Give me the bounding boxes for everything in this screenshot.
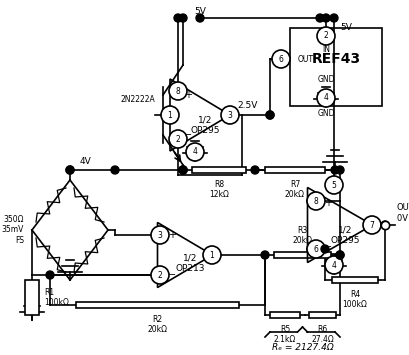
Bar xyxy=(273,252,330,258)
Text: 4V: 4V xyxy=(79,158,91,166)
Bar xyxy=(331,277,377,283)
Bar xyxy=(191,167,246,173)
Text: 5V: 5V xyxy=(339,23,351,33)
Circle shape xyxy=(362,216,380,234)
Circle shape xyxy=(265,111,273,119)
Text: 1: 1 xyxy=(167,110,172,120)
Text: 8: 8 xyxy=(313,197,318,206)
Circle shape xyxy=(329,14,337,22)
Text: OUT: OUT xyxy=(297,55,313,64)
Text: R6
27.4Ω: R6 27.4Ω xyxy=(310,325,333,344)
Bar xyxy=(308,312,335,318)
Circle shape xyxy=(335,251,343,259)
Circle shape xyxy=(250,166,258,174)
Text: 7: 7 xyxy=(369,220,373,229)
Text: 1/2
OP295: 1/2 OP295 xyxy=(329,225,359,245)
Text: 5V: 5V xyxy=(193,7,205,16)
Circle shape xyxy=(271,50,289,68)
Circle shape xyxy=(306,240,324,258)
Circle shape xyxy=(265,111,273,119)
Text: 350Ω
35mV
FS: 350Ω 35mV FS xyxy=(2,215,24,245)
Text: +: + xyxy=(323,198,331,208)
Text: 8: 8 xyxy=(175,87,180,95)
Circle shape xyxy=(186,143,204,161)
Text: 6: 6 xyxy=(278,55,283,64)
Circle shape xyxy=(66,166,74,174)
Circle shape xyxy=(179,166,187,174)
Text: R8
12kΩ: R8 12kΩ xyxy=(209,180,228,200)
Text: OUTPUT
0V → 3.5V: OUTPUT 0V → 3.5V xyxy=(396,203,409,223)
Circle shape xyxy=(315,14,323,22)
Text: +: + xyxy=(168,230,175,240)
Circle shape xyxy=(169,130,187,148)
Circle shape xyxy=(173,14,182,22)
Circle shape xyxy=(111,166,119,174)
Circle shape xyxy=(169,82,187,100)
Circle shape xyxy=(380,221,388,229)
Text: 2.5V: 2.5V xyxy=(237,102,258,110)
Circle shape xyxy=(179,166,187,174)
Text: 1/2
OP213: 1/2 OP213 xyxy=(175,253,204,273)
Text: 2N2222A: 2N2222A xyxy=(120,94,155,104)
Text: −: − xyxy=(323,242,331,252)
Text: 4: 4 xyxy=(331,261,336,269)
Circle shape xyxy=(151,266,169,284)
Text: GND: GND xyxy=(317,76,334,84)
Circle shape xyxy=(335,166,343,174)
Circle shape xyxy=(324,176,342,194)
Circle shape xyxy=(324,256,342,274)
Circle shape xyxy=(335,251,343,259)
Text: 3: 3 xyxy=(157,230,162,240)
Circle shape xyxy=(320,245,328,253)
Text: Rₑ = 2127.4Ω: Rₑ = 2127.4Ω xyxy=(271,343,333,351)
Bar xyxy=(25,280,39,315)
Text: 1: 1 xyxy=(209,251,214,260)
Text: +: + xyxy=(184,90,191,100)
Text: R3
20kΩ: R3 20kΩ xyxy=(292,225,312,245)
Circle shape xyxy=(151,226,169,244)
Bar xyxy=(269,312,299,318)
Circle shape xyxy=(330,166,338,174)
Circle shape xyxy=(202,246,220,264)
Text: GND: GND xyxy=(317,109,334,119)
Bar xyxy=(76,302,238,308)
Circle shape xyxy=(46,271,54,279)
Circle shape xyxy=(179,166,187,174)
Circle shape xyxy=(321,14,329,22)
Text: 2: 2 xyxy=(175,135,180,143)
Text: R4
100kΩ: R4 100kΩ xyxy=(342,290,366,310)
Text: 3: 3 xyxy=(227,110,232,120)
Circle shape xyxy=(196,14,204,22)
Text: 4: 4 xyxy=(323,93,328,103)
Text: R1
100kΩ: R1 100kΩ xyxy=(44,288,69,307)
Text: −: − xyxy=(184,130,191,140)
Text: 6: 6 xyxy=(313,245,318,253)
Text: R5
2.1kΩ: R5 2.1kΩ xyxy=(273,325,295,344)
Text: 2: 2 xyxy=(157,271,162,279)
Circle shape xyxy=(161,106,179,124)
Text: 1/2
OP295: 1/2 OP295 xyxy=(190,115,219,135)
Circle shape xyxy=(306,192,324,210)
Text: REF43: REF43 xyxy=(311,52,360,66)
Bar xyxy=(289,28,381,106)
Text: R2
20kΩ: R2 20kΩ xyxy=(147,315,167,334)
Text: IN: IN xyxy=(321,45,329,55)
Circle shape xyxy=(66,166,74,174)
Bar xyxy=(264,167,325,173)
Text: 2: 2 xyxy=(323,32,328,40)
Text: 4: 4 xyxy=(192,147,197,157)
Text: 5: 5 xyxy=(331,180,336,190)
Circle shape xyxy=(179,14,187,22)
Text: R7
20kΩ: R7 20kΩ xyxy=(284,180,304,200)
Circle shape xyxy=(316,89,334,107)
Circle shape xyxy=(261,251,268,259)
Circle shape xyxy=(220,106,238,124)
Text: −: − xyxy=(168,270,175,280)
Circle shape xyxy=(316,27,334,45)
